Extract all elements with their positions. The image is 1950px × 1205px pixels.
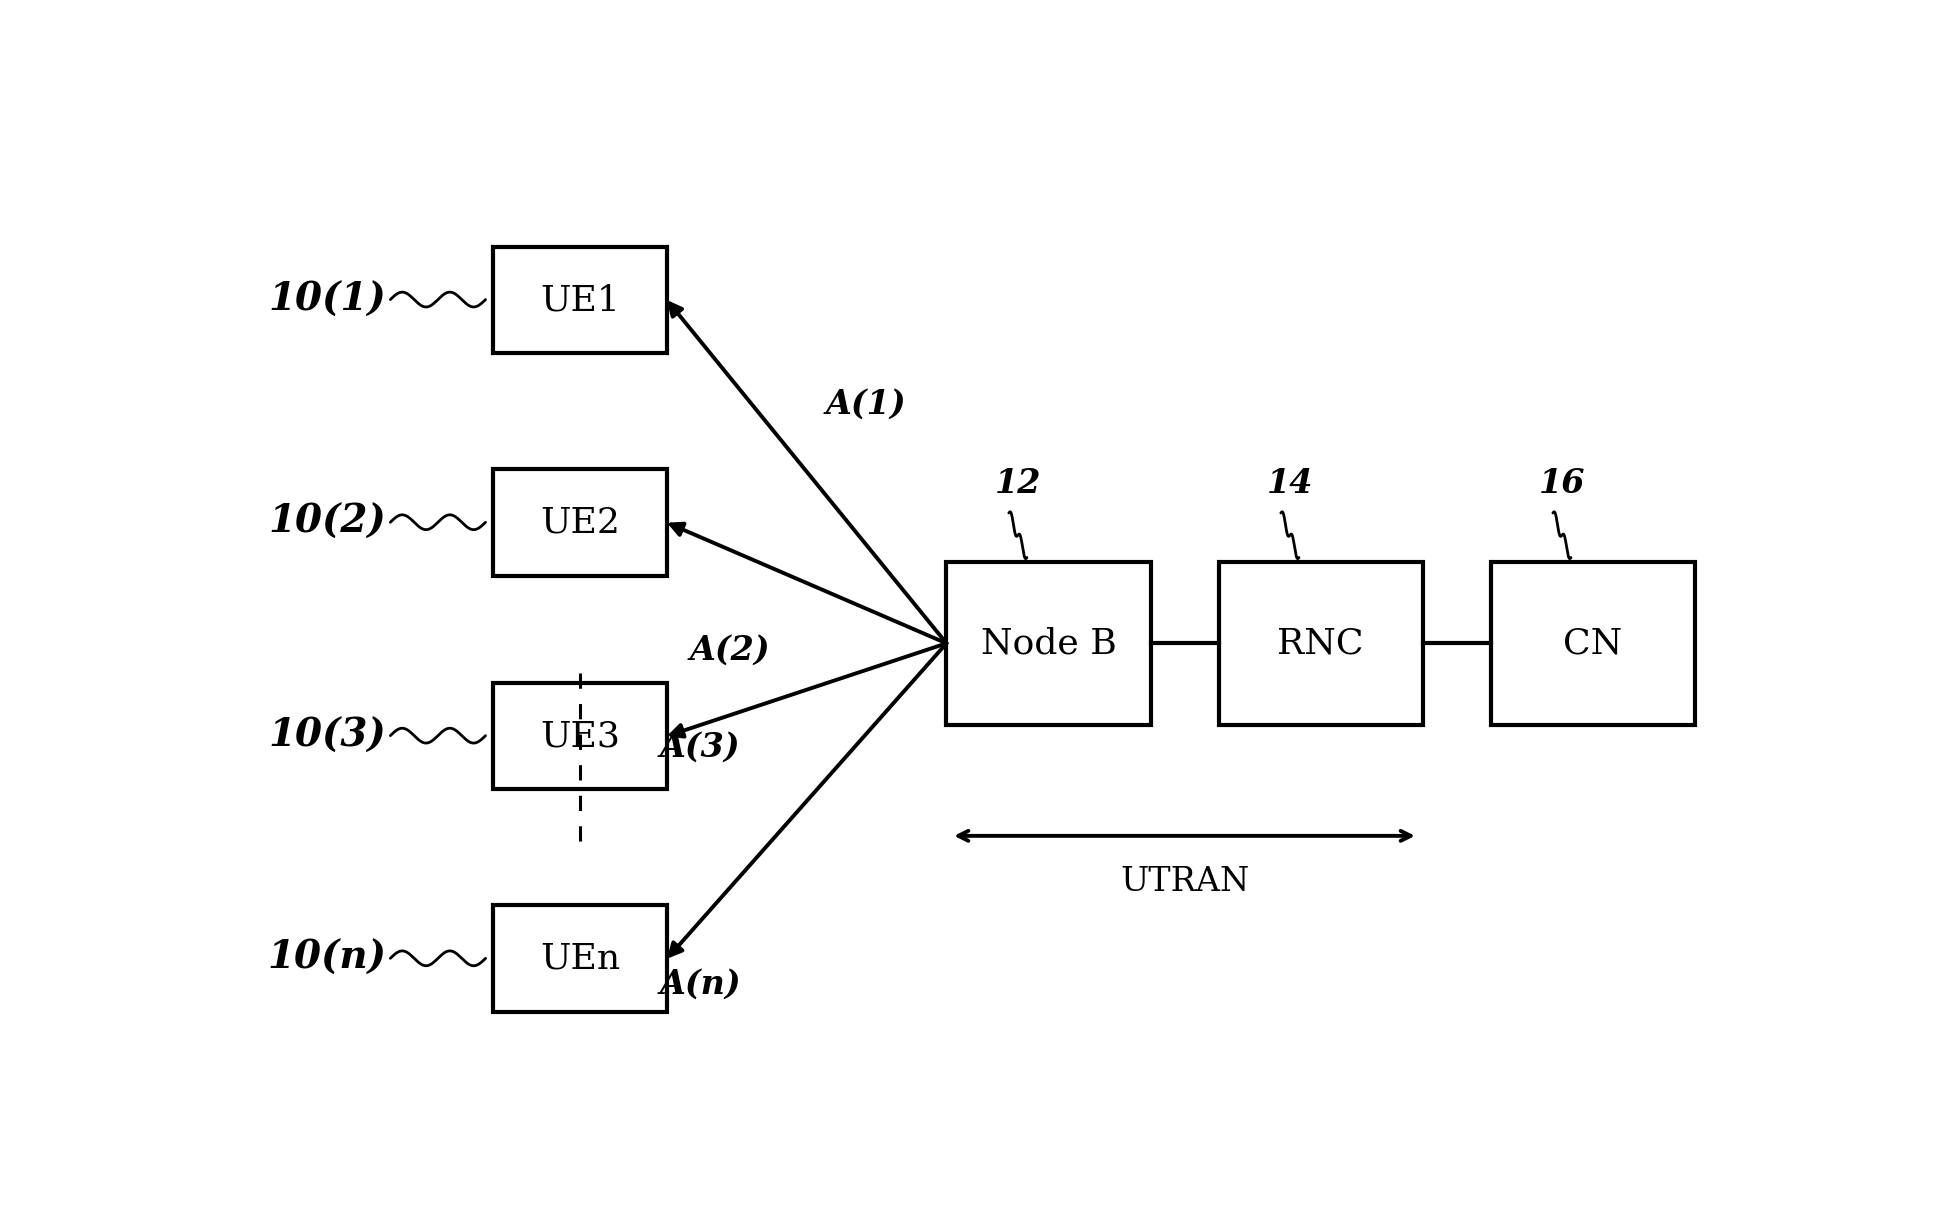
Text: A(n): A(n) <box>659 968 741 1001</box>
Text: UTRAN: UTRAN <box>1119 866 1250 898</box>
Text: 10(3): 10(3) <box>267 717 386 754</box>
Text: A(3): A(3) <box>659 731 739 764</box>
Bar <box>1490 562 1695 724</box>
Bar <box>1219 562 1422 724</box>
Text: CN: CN <box>1562 627 1622 660</box>
Text: 10(1): 10(1) <box>267 281 386 318</box>
Bar <box>493 683 667 789</box>
Text: 16: 16 <box>1539 466 1585 500</box>
Text: RNC: RNC <box>1277 627 1363 660</box>
Text: A(1): A(1) <box>825 388 907 421</box>
Text: 10(2): 10(2) <box>267 504 386 541</box>
Text: 10(n): 10(n) <box>267 940 386 977</box>
Text: Node B: Node B <box>981 627 1117 660</box>
Bar <box>493 247 667 353</box>
Text: UE1: UE1 <box>540 283 620 317</box>
Text: UE3: UE3 <box>540 719 620 753</box>
Text: UEn: UEn <box>540 942 620 976</box>
Text: A(2): A(2) <box>690 634 770 666</box>
Bar <box>946 562 1150 724</box>
Text: 12: 12 <box>994 466 1041 500</box>
Bar <box>493 905 667 1012</box>
Text: UE2: UE2 <box>540 506 620 540</box>
Bar <box>493 469 667 576</box>
Text: 14: 14 <box>1268 466 1312 500</box>
